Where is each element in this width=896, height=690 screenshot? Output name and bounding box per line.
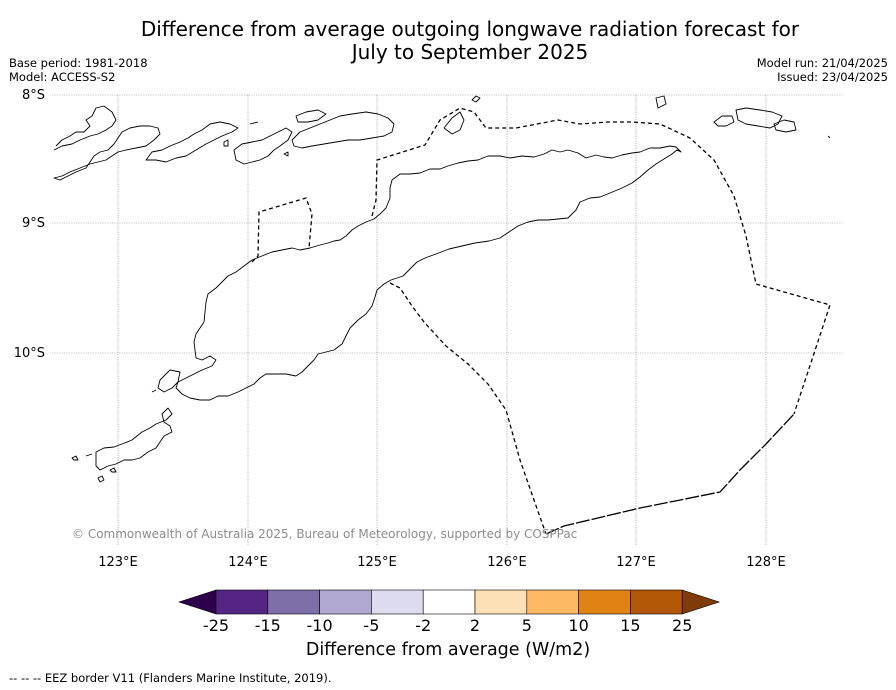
title-line-1: Difference from average outgoing longwav… xyxy=(140,17,800,41)
lon-label-123e: 123°E xyxy=(98,555,138,570)
islet-outline xyxy=(283,151,289,157)
colorbar-tick-label: 25 xyxy=(672,616,692,635)
colorbar-tick-label: 15 xyxy=(620,616,640,635)
island-outline xyxy=(735,107,783,129)
colorbar-tick-label: 5 xyxy=(522,616,532,635)
colorbar-tick-label: 10 xyxy=(568,616,588,635)
model-text: Model: ACCESS-S2 xyxy=(9,70,116,84)
islet-outline xyxy=(655,95,667,109)
islet-outline xyxy=(109,467,117,473)
meta-left: Base period: 1981-2018 Model: ACCESS-S2 xyxy=(9,56,148,84)
timor-island-outline xyxy=(175,145,682,401)
coastlines xyxy=(53,95,831,483)
islet-outline xyxy=(249,121,259,125)
colorbar: -25 -15 -10 -5 -2 2 5 10 15 25 xyxy=(178,589,721,635)
colorbar-title: Difference from average (W/m2) xyxy=(305,640,591,660)
lat-label-9s: 9°S xyxy=(22,216,45,231)
colorbar-segment xyxy=(578,589,631,615)
eez-border-line xyxy=(371,107,831,415)
colorbar-segment xyxy=(526,589,579,615)
lon-label-127e: 127°E xyxy=(616,555,656,570)
base-period-text: Base period: 1981-2018 xyxy=(9,56,148,70)
colorbar-tick-label: -2 xyxy=(415,616,431,635)
lon-label-126e: 126°E xyxy=(487,555,527,570)
island-outline xyxy=(773,119,797,133)
colorbar-segment xyxy=(215,589,269,615)
islet-outline xyxy=(151,389,157,393)
chart-title: Difference from average outgoing longwav… xyxy=(0,18,896,64)
islet-outline xyxy=(157,369,181,393)
wetar-island-outline xyxy=(295,109,327,123)
colorbar-over-arrow xyxy=(681,589,721,615)
eez-borders xyxy=(251,107,831,535)
islet-outline xyxy=(471,95,481,103)
lat-label-10s: 10°S xyxy=(14,346,45,361)
colorbar-segment xyxy=(267,589,320,615)
alor-island-outline xyxy=(233,127,293,165)
model-run-text: Model run: 21/04/2025 xyxy=(756,56,888,70)
islet-outline xyxy=(827,135,831,139)
lon-label-128e: 128°E xyxy=(746,555,786,570)
colorbar-segment xyxy=(474,589,528,615)
islet-outline xyxy=(97,475,105,483)
islet-outline xyxy=(443,111,465,135)
colorbar-ticks: -25 -15 -10 -5 -2 2 5 10 15 25 xyxy=(203,616,692,635)
flores-island-outline xyxy=(53,105,117,151)
eez-border-line xyxy=(389,282,547,535)
lat-label-8s: 8°S xyxy=(22,88,45,103)
colorbar-tick-label: -10 xyxy=(307,616,333,635)
colorbar-under-arrow xyxy=(178,589,217,615)
eez-legend-text: -- -- -- EEZ border V11 (Flanders Marine… xyxy=(9,671,332,685)
colorbar-tick-label: -5 xyxy=(363,616,379,635)
island-outline xyxy=(291,111,395,149)
island-outline xyxy=(145,121,239,163)
colorbar-tick-label: -25 xyxy=(203,616,229,635)
issued-text: Issued: 23/04/2025 xyxy=(777,70,888,84)
islet-outline xyxy=(223,139,229,147)
colorbar-segment xyxy=(422,589,476,615)
islet-outline xyxy=(85,453,93,457)
eez-border-line xyxy=(545,413,795,535)
colorbar-segments xyxy=(178,589,721,615)
rote-island-outline xyxy=(95,407,173,471)
graticule xyxy=(52,94,843,545)
colorbar-tick-label: -15 xyxy=(255,616,281,635)
meta-right: Model run: 21/04/2025 Issued: 23/04/2025 xyxy=(757,56,888,84)
eez-border-line xyxy=(251,197,313,263)
islet-outline xyxy=(71,455,79,461)
colorbar-segment xyxy=(630,589,683,615)
island-outline xyxy=(53,125,161,181)
colorbar-segment xyxy=(371,589,424,615)
lon-label-124e: 124°E xyxy=(228,555,268,570)
island-outline xyxy=(713,115,735,127)
lon-label-125e: 125°E xyxy=(357,555,397,570)
title-line-2: July to September 2025 xyxy=(351,40,589,64)
copyright-text: © Commonwealth of Australia 2025, Bureau… xyxy=(72,527,578,541)
colorbar-segment xyxy=(319,589,372,615)
colorbar-tick-label: 2 xyxy=(470,616,480,635)
